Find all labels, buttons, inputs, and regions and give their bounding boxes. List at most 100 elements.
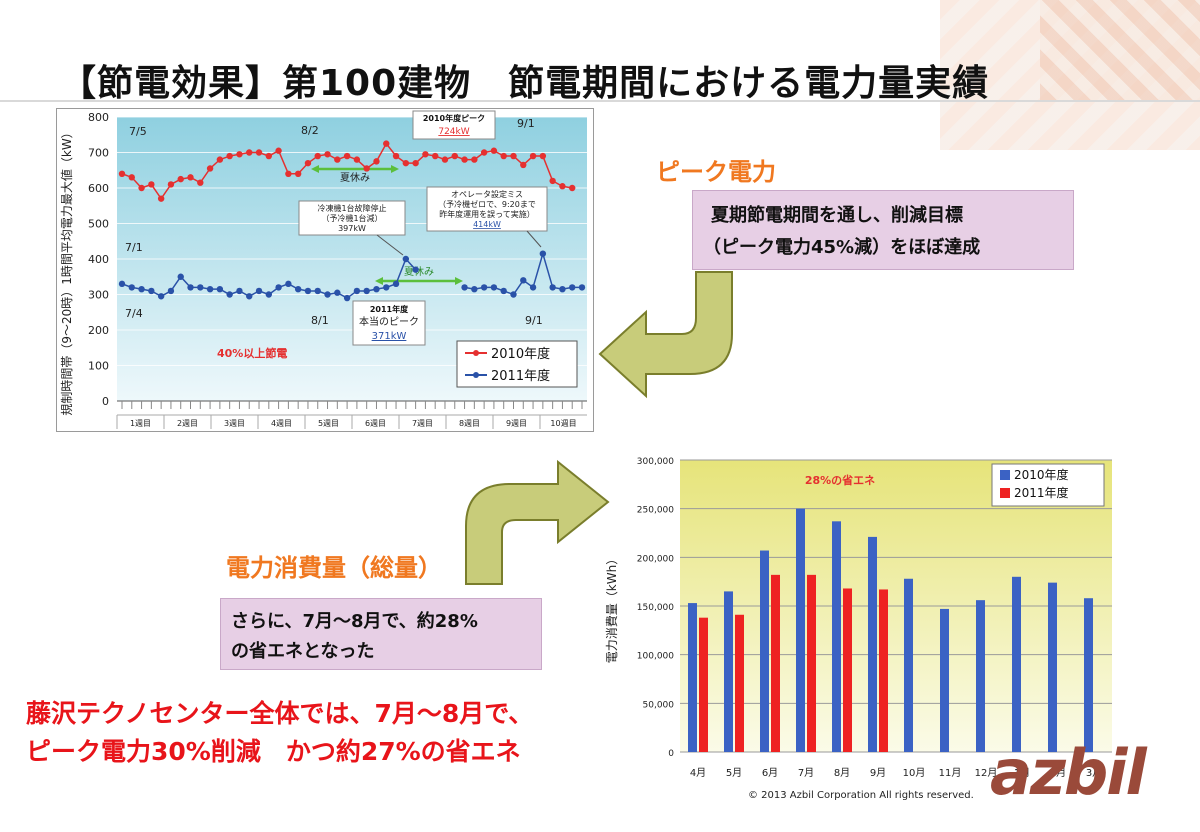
line-point [206, 285, 214, 293]
line-point [294, 285, 302, 293]
peak-description-box: 夏期節電期間を通し、削減目標 （ピーク電力45%減）をほぼ達成 [692, 190, 1074, 270]
line-point [529, 284, 537, 291]
label-7-5: 7/5 [129, 125, 147, 138]
line-point [412, 159, 419, 167]
line-point [569, 284, 576, 291]
line-point [197, 179, 204, 186]
svg-text:昨年度運用を誤って実施）: 昨年度運用を誤って実施） [439, 209, 535, 219]
line-point [246, 149, 253, 156]
bar-legend-2010: 2010年度 [1014, 467, 1069, 482]
label-8-2: 8/2 [301, 124, 319, 137]
week-label: 9週目 [506, 419, 527, 428]
peak2010-callout: 2010年度ピーク 724kW [412, 110, 496, 140]
line-point [314, 152, 321, 160]
bar-1 [699, 617, 708, 752]
bar-0 [868, 536, 877, 752]
line-point [490, 284, 498, 291]
line-point [304, 159, 312, 167]
line-point [549, 177, 556, 185]
week-label: 6週目 [365, 419, 386, 428]
bar-xtick-label: 10月 [903, 767, 926, 779]
legend-2010: 2010年度 [491, 346, 550, 362]
bar-0 [904, 578, 913, 752]
line-point [226, 291, 233, 298]
consumption-heading: 電力消費量（総量） [226, 554, 442, 582]
line-legend: 2010年度 2011年度 [456, 340, 578, 388]
line-point [177, 273, 184, 280]
line-point [353, 156, 361, 163]
line-point [353, 287, 361, 295]
summer-break-label-lower: 夏休み [404, 266, 434, 278]
line-point [216, 285, 224, 293]
summer-break-upper: 夏休み [311, 165, 399, 184]
label-8-1: 8/1 [311, 314, 329, 327]
line-point [461, 284, 468, 291]
consumption-bar-chart: 0 50,000 100,000 150,000 200,000 250,000 300,0… [604, 457, 1112, 779]
line-point [226, 152, 233, 160]
bar-ytick-label: 50,000 [643, 700, 675, 710]
line-point [539, 250, 547, 257]
line-point [167, 287, 175, 295]
consumption-description-box: さらに、7月～8月で、約28% の省エネとなった [220, 598, 542, 670]
svg-text:オペレータ設定ミス: オペレータ設定ミス [451, 189, 523, 199]
line-point [128, 174, 135, 181]
line-ytick-label: 800 [88, 111, 109, 124]
line-point [167, 181, 175, 188]
line-point [187, 174, 194, 181]
line-point [334, 289, 341, 296]
bar-ytick-label: 300,000 [637, 457, 674, 467]
line-point [422, 151, 429, 158]
line-point [177, 175, 184, 183]
line-point [138, 184, 145, 192]
bar-xtick-label: 9月 [870, 767, 886, 779]
line-point [383, 284, 390, 291]
bar-xtick-label: 2月 [1050, 767, 1066, 779]
line-point [461, 156, 468, 163]
bar-0 [1012, 576, 1021, 752]
line-point [294, 170, 302, 177]
copyright: © 2013 Azbil Corporation All rights rese… [748, 790, 974, 801]
line-ytick-label: 0 [102, 395, 109, 408]
svg-text:2011年度: 2011年度 [370, 304, 409, 314]
line-point [510, 291, 517, 298]
line-point [520, 277, 527, 284]
bar-1 [735, 614, 744, 752]
chiller-callout: 冷凍機1台故障停止 （予冷機1台減） 397kW [298, 200, 406, 256]
line-point [480, 284, 488, 291]
week-label: 7週目 [412, 419, 433, 428]
line-point [480, 149, 488, 156]
line-point [118, 170, 126, 177]
line-ytick-label: 500 [88, 218, 109, 231]
arrow-up-right [465, 459, 610, 585]
bar-xtick-label: 12月 [975, 767, 998, 779]
bar-xtick-label: 11月 [939, 767, 962, 779]
bar-xtick-label: 7月 [798, 767, 814, 779]
line-point [128, 284, 135, 291]
label-7-4: 7/4 [125, 307, 143, 320]
svg-text:724kW: 724kW [438, 127, 469, 137]
line-point [246, 293, 253, 300]
line-point [187, 284, 194, 291]
bar-1 [807, 574, 816, 752]
bar-xtick-label: 3月 [1086, 767, 1102, 779]
line-point [324, 291, 331, 298]
line-point [255, 149, 263, 156]
line-ylabel: 規制時間帯（9～20時）1時間平均電力最大値（kW） [59, 126, 74, 415]
svg-text:本当のピーク: 本当のピーク [359, 315, 419, 328]
week-label: 2週目 [177, 419, 198, 428]
bar-ytick-label: 0 [668, 749, 674, 759]
line-point [275, 147, 282, 154]
line-ytick-label: 300 [88, 289, 109, 302]
line-point [363, 287, 370, 295]
summary-line1: 藤沢テクノセンター全体では、7月～8月で、 [26, 699, 534, 728]
svg-text:371kW: 371kW [372, 331, 407, 342]
line-point [500, 152, 507, 160]
line-point [402, 159, 410, 167]
line-point [441, 156, 449, 163]
svg-text:414kW: 414kW [473, 220, 501, 229]
line-ytick-label: 200 [88, 324, 109, 337]
line-point [236, 287, 243, 295]
line-point [324, 151, 331, 158]
label-7-1: 7/1 [125, 241, 143, 254]
week-label: 10週目 [550, 419, 576, 428]
